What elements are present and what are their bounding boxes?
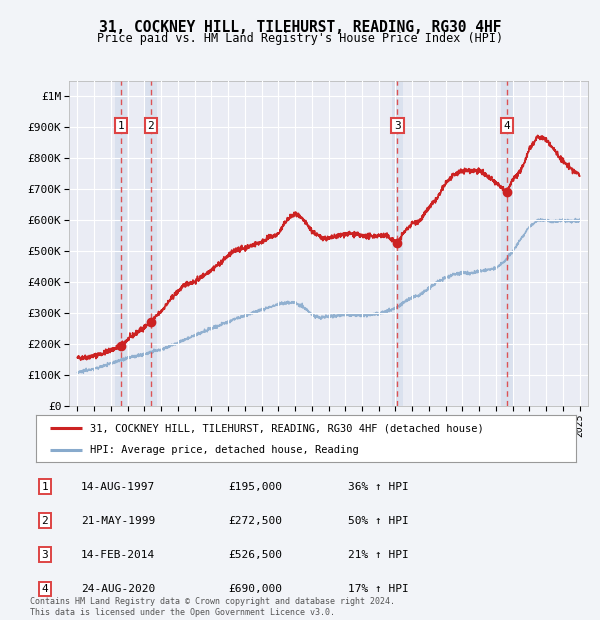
Text: 17% ↑ HPI: 17% ↑ HPI <box>348 584 409 594</box>
Text: Contains HM Land Registry data © Crown copyright and database right 2024.
This d: Contains HM Land Registry data © Crown c… <box>30 598 395 617</box>
Bar <box>115 81 127 406</box>
Bar <box>145 81 157 406</box>
Text: Price paid vs. HM Land Registry's House Price Index (HPI): Price paid vs. HM Land Registry's House … <box>97 32 503 45</box>
Text: 31, COCKNEY HILL, TILEHURST, READING, RG30 4HF (detached house): 31, COCKNEY HILL, TILEHURST, READING, RG… <box>90 423 484 433</box>
Text: 2: 2 <box>148 120 154 131</box>
Text: 14-AUG-1997: 14-AUG-1997 <box>81 482 155 492</box>
Text: 21-MAY-1999: 21-MAY-1999 <box>81 516 155 526</box>
Bar <box>392 81 403 406</box>
Text: 1: 1 <box>41 482 49 492</box>
Text: 36% ↑ HPI: 36% ↑ HPI <box>348 482 409 492</box>
Text: 24-AUG-2020: 24-AUG-2020 <box>81 584 155 594</box>
Text: 21% ↑ HPI: 21% ↑ HPI <box>348 550 409 560</box>
Text: HPI: Average price, detached house, Reading: HPI: Average price, detached house, Read… <box>90 445 359 455</box>
Text: 3: 3 <box>41 550 49 560</box>
Bar <box>501 81 512 406</box>
Text: 14-FEB-2014: 14-FEB-2014 <box>81 550 155 560</box>
Text: £526,500: £526,500 <box>228 550 282 560</box>
Text: 4: 4 <box>503 120 510 131</box>
Text: 4: 4 <box>41 584 49 594</box>
Text: 1: 1 <box>118 120 125 131</box>
Text: 3: 3 <box>394 120 401 131</box>
Text: £690,000: £690,000 <box>228 584 282 594</box>
Text: 50% ↑ HPI: 50% ↑ HPI <box>348 516 409 526</box>
Text: £272,500: £272,500 <box>228 516 282 526</box>
Text: £195,000: £195,000 <box>228 482 282 492</box>
Text: 2: 2 <box>41 516 49 526</box>
Text: 31, COCKNEY HILL, TILEHURST, READING, RG30 4HF: 31, COCKNEY HILL, TILEHURST, READING, RG… <box>99 20 501 35</box>
